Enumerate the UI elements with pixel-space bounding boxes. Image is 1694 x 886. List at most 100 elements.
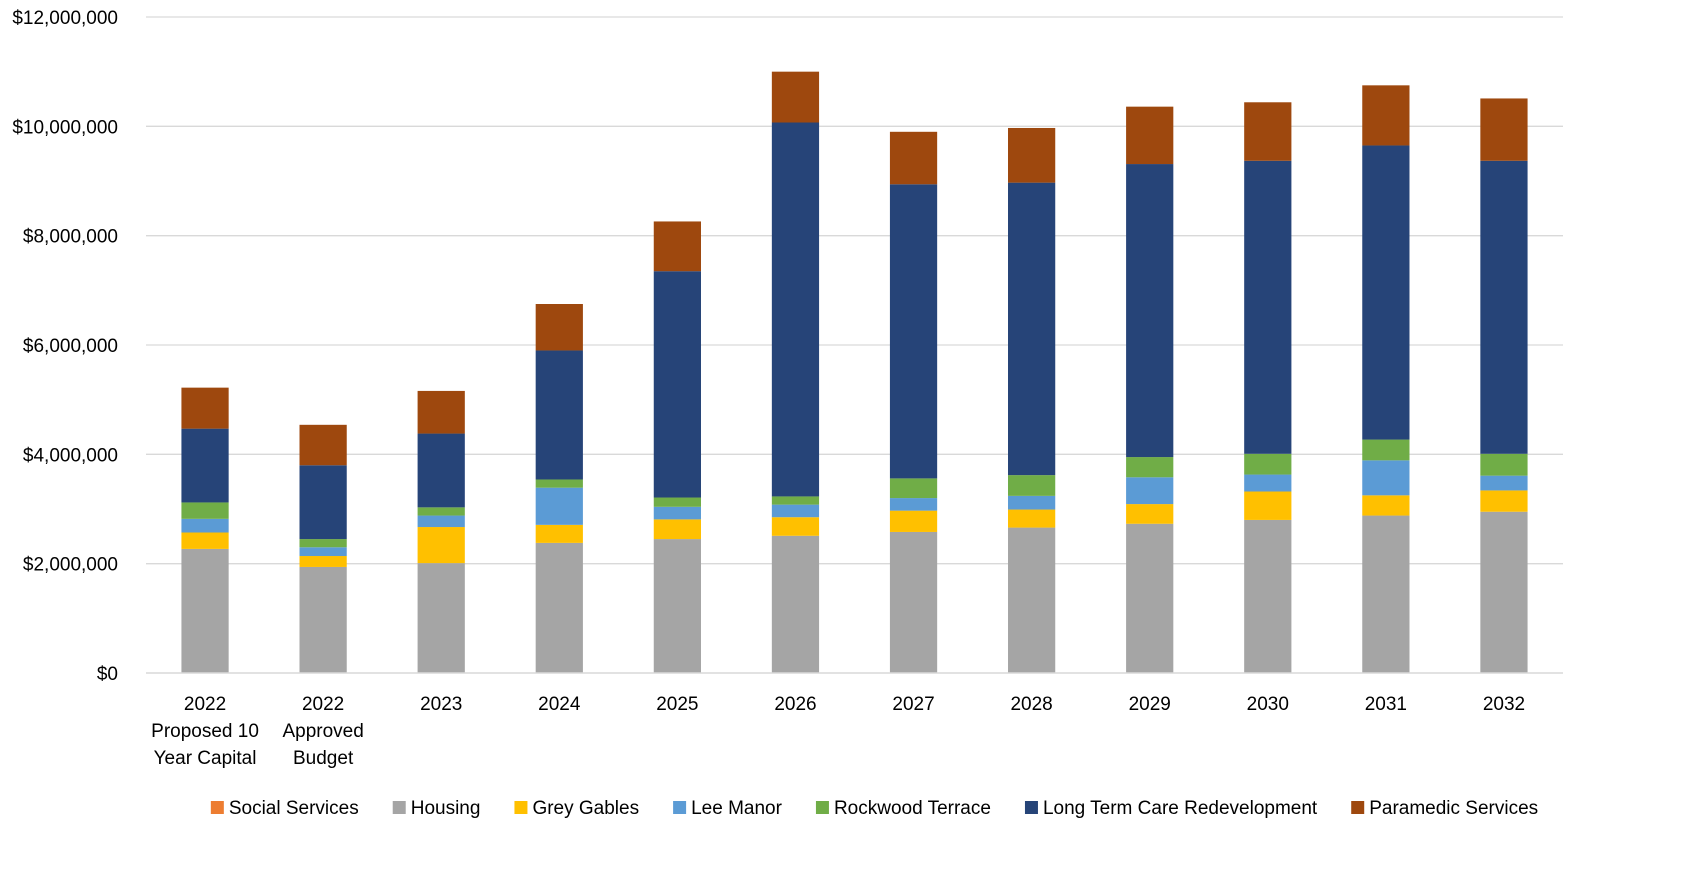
x-category-label: 2024 [538,694,581,715]
legend-swatch [514,801,528,814]
legend-label: Paramedic Services [1369,798,1538,819]
y-tick-label: $2,000,000 [23,555,118,576]
y-tick-label: $8,000,000 [23,227,118,248]
bar-segment-rockwood-terrace [535,479,583,488]
legend-item-lee-manor: Lee Manor [673,798,783,819]
bar-segment-rockwood-terrace [889,478,938,499]
bar-segment-rockwood-terrace [1244,453,1292,475]
legend-label: Long Term Care Redevelopment [1043,798,1318,819]
bar-segment-housing [889,531,938,673]
bar-segment-housing [771,535,820,673]
x-category-label-line: 2022 [184,694,226,715]
bar-segment-paramedic-services [299,424,347,466]
x-category-label-line: 2027 [892,694,934,715]
bar-segment-long-term-care-redevelopment [299,465,347,540]
bar-segment-long-term-care-redevelopment [1480,160,1528,454]
legend-label: Social Services [229,798,359,819]
legend-swatch [1024,801,1038,814]
bar-segment-long-term-care-redevelopment [1244,160,1292,454]
bar-segment-paramedic-services [1362,85,1410,146]
bar-segment-housing [181,548,229,673]
bar-segment-paramedic-services [181,387,229,429]
bar-segment-rockwood-terrace [181,502,229,519]
y-tick-label: $10,000,000 [12,117,118,138]
bar-segment-lee-manor [1244,474,1292,492]
bar-segment-lee-manor [1008,495,1056,510]
x-category-label: 2029 [1129,694,1171,715]
legend-swatch [392,801,406,814]
legend-label: Lee Manor [691,798,783,819]
x-category-label-line: 2031 [1365,694,1407,715]
bar-segment-lee-manor [1480,475,1528,491]
bar-segment-rockwood-terrace [299,539,347,548]
legend: Social Services Housing Grey Gables Lee Man… [210,798,1538,819]
legend-item-housing: Housing [392,798,481,819]
bar-segment-paramedic-services [417,390,465,434]
x-category-label-line: Approved [282,721,363,742]
x-category-label: 2022 Proposed 10 Year Capital [151,694,259,769]
bar-segment-housing [535,542,583,673]
y-tick-label: $4,000,000 [23,445,118,466]
bar-segment-housing [1480,511,1528,673]
bar-segment-grey-gables [653,519,701,540]
legend-item-long-term-care-redevelopment: Long Term Care Redevelopment [1024,798,1318,819]
bar-segment-grey-gables [535,524,583,543]
bar-segment-grey-gables [1008,509,1056,528]
legend-swatch [673,801,687,814]
bar-segment-paramedic-services [653,221,701,272]
bar-segment-lee-manor [535,487,583,525]
legend-item-paramedic-services: Paramedic Services [1351,798,1538,819]
legend-label: Housing [411,798,481,819]
y-axis-tick-labels: $0 $2,000,000 $4,000,000 $6,000,000 $8,000,0… [12,8,118,685]
x-category-label-line: 2029 [1129,694,1171,715]
bar-segment-lee-manor [653,506,701,520]
legend-item-grey-gables: Grey Gables [514,798,639,819]
x-axis-category-labels: 2022 Proposed 10 Year Capital 2022 Approved B… [151,694,1525,769]
x-category-label-line: Year Capital [154,748,257,769]
legend-swatch [1351,801,1365,814]
x-category-label-line: 2024 [538,694,581,715]
bar-segment-rockwood-terrace [417,507,465,516]
x-category-label: 2022 Approved Budget [282,694,363,769]
bar-segment-housing [653,539,701,673]
bar-segment-grey-gables [771,517,820,536]
x-category-label: 2027 [892,694,934,715]
bar-segment-lee-manor [771,504,820,518]
x-category-label-line: 2025 [656,694,698,715]
x-category-label: 2023 [420,694,462,715]
x-category-label-line: 2026 [774,694,816,715]
legend-label: Rockwood Terrace [834,798,991,819]
y-tick-label: $12,000,000 [12,8,118,29]
bar-segment-paramedic-services [771,71,820,123]
bar-segment-paramedic-services [1480,98,1528,161]
x-category-label-line: 2022 [302,694,344,715]
bar-segment-lee-manor [1126,477,1174,505]
x-category-label-line: 2032 [1483,694,1525,715]
bar-segment-long-term-care-redevelopment [535,350,583,480]
bar-segment-long-term-care-redevelopment [771,122,820,497]
bar-segment-rockwood-terrace [653,497,701,507]
bar-segment-housing [299,566,347,673]
bar-segment-long-term-care-redevelopment [181,428,229,503]
bar-segment-long-term-care-redevelopment [653,271,701,498]
bar-segment-long-term-care-redevelopment [1126,164,1174,458]
bar-segment-grey-gables [1480,490,1528,512]
bar-segment-rockwood-terrace [1126,457,1174,478]
legend-item-social-services: Social Services [210,798,359,819]
legend-swatch [815,801,829,814]
bar-segment-paramedic-services [889,131,938,185]
bar-segment-grey-gables [889,510,938,532]
bar-segment-long-term-care-redevelopment [417,433,465,508]
x-category-label-line: 2028 [1010,694,1052,715]
bar-segment-housing [1362,515,1410,673]
bar-segment-paramedic-services [1008,127,1056,183]
bar-segment-housing [1244,519,1292,673]
bar-segment-lee-manor [1362,460,1410,496]
bar-segment-grey-gables [181,532,229,549]
legend-item-rockwood-terrace: Rockwood Terrace [815,798,991,819]
x-category-label: 2025 [656,694,698,715]
bar-segment-lee-manor [889,498,938,511]
x-category-label-line: 2023 [420,694,462,715]
x-category-label: 2032 [1483,694,1525,715]
